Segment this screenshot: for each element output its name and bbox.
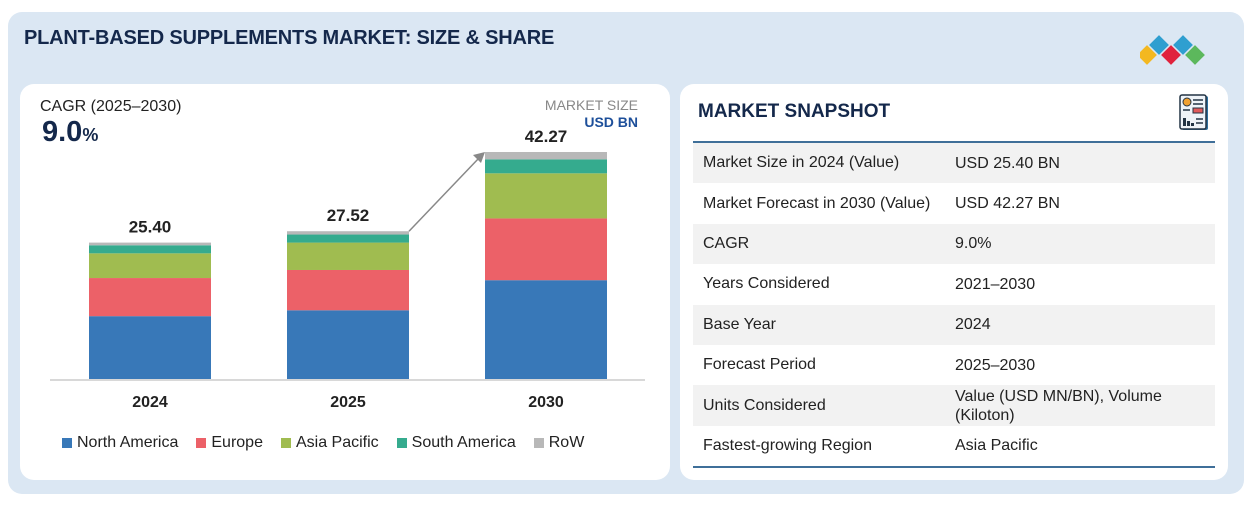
table-row: Forecast Period 2025–2030 bbox=[693, 345, 1215, 385]
row-label: Units Considered bbox=[703, 396, 826, 414]
snapshot-table: Market Size in 2024 (Value) USD 25.40 BN M… bbox=[693, 141, 1215, 469]
bar-segment-south-america-2024 bbox=[89, 245, 211, 254]
legend-item: North America bbox=[62, 434, 178, 452]
cagr-value: 9.0% bbox=[42, 116, 98, 149]
bar-segment-row-2025 bbox=[287, 231, 409, 235]
snapshot-card: MARKET SNAPSHOT Market Size in 2024 (Val… bbox=[680, 84, 1228, 480]
row-label: Base Year bbox=[703, 315, 776, 333]
row-label: Market Size in 2024 (Value) bbox=[703, 154, 900, 172]
table-row: CAGR 9.0% bbox=[693, 223, 1215, 265]
legend-item: South America bbox=[396, 434, 516, 452]
bar-segment-asia-pacific-2024 bbox=[89, 253, 211, 279]
table-row: Base Year 2024 bbox=[693, 304, 1215, 345]
growth-arrow bbox=[408, 157, 480, 232]
row-value: 2021–2030 bbox=[955, 275, 1036, 293]
bar-segment-north-america-2025 bbox=[287, 310, 409, 379]
legend-label: Europe bbox=[211, 434, 263, 451]
data-label: 27.52 bbox=[327, 206, 370, 225]
cagr-label: CAGR (2025–2030) bbox=[40, 98, 182, 115]
bar-segment-europe-2024 bbox=[89, 278, 211, 317]
data-label: 25.40 bbox=[129, 218, 172, 237]
bar-segment-north-america-2030 bbox=[485, 280, 607, 379]
legend-swatch bbox=[396, 438, 407, 448]
market-size-unit: USD BN bbox=[584, 114, 638, 130]
row-label: Years Considered bbox=[703, 275, 830, 293]
bar-segment-south-america-2030 bbox=[485, 159, 607, 174]
bar-segment-europe-2025 bbox=[287, 269, 409, 311]
row-label: CAGR bbox=[703, 234, 750, 252]
legend-swatch bbox=[62, 438, 72, 448]
legend-label: South America bbox=[411, 434, 516, 451]
data-label: 42.27 bbox=[525, 127, 568, 146]
market-size-label: MARKET SIZE bbox=[544, 97, 638, 113]
row-value: USD 42.27 BN bbox=[955, 195, 1060, 213]
cagr-number: 9.0 bbox=[42, 116, 83, 148]
bar-segment-asia-pacific-2030 bbox=[485, 173, 607, 219]
legend-item: Asia Pacific bbox=[280, 434, 379, 452]
report-icon bbox=[1179, 94, 1208, 130]
row-value: USD 25.40 BN bbox=[955, 154, 1060, 172]
row-label: Forecast Period bbox=[703, 356, 816, 374]
bar-segment-north-america-2024 bbox=[89, 316, 211, 379]
row-value: Asia Pacific bbox=[955, 437, 1038, 455]
table-row: Fastest-growing Region Asia Pacific bbox=[693, 426, 1215, 466]
legend-item: Europe bbox=[196, 434, 263, 452]
arrow-head-icon bbox=[473, 152, 485, 163]
bar-segment-south-america-2025 bbox=[287, 234, 409, 243]
legend-label: Asia Pacific bbox=[295, 434, 379, 451]
chart-card: CAGR (2025–2030) 9.0% MARKET SIZE USD BN… bbox=[20, 84, 670, 480]
x-tick-label: 2025 bbox=[330, 394, 366, 411]
legend-swatch bbox=[533, 438, 544, 448]
row-label: Fastest-growing Region bbox=[703, 436, 872, 454]
row-value: 2025–2030 bbox=[955, 356, 1036, 374]
table-row: Market Forecast in 2030 (Value) USD 42.27… bbox=[693, 183, 1215, 223]
bar-segment-europe-2030 bbox=[485, 218, 607, 281]
row-value: Value (USD MN/BN), Volume (Kiloton) bbox=[955, 387, 1162, 424]
snapshot-title: MARKET SNAPSHOT bbox=[698, 101, 891, 122]
cagr-unit: % bbox=[82, 125, 99, 145]
bar-segment-row-2030 bbox=[485, 152, 607, 160]
chart-legend: North America Europe Asia Pacific South Ame… bbox=[62, 434, 584, 452]
legend-swatch bbox=[280, 438, 291, 448]
table-row: Years Considered 2021–2030 bbox=[693, 264, 1215, 304]
stacked-bar-chart: 25.40 2024 27.52 2025 42.27 2030 bbox=[50, 127, 645, 411]
legend-item: RoW bbox=[533, 434, 585, 452]
table-row: Market Size in 2024 (Value) USD 25.40 BN bbox=[693, 143, 1215, 184]
legend-label: RoW bbox=[548, 434, 585, 451]
legend-swatch bbox=[196, 438, 207, 448]
x-tick-label: 2030 bbox=[528, 394, 564, 411]
row-label: Market Forecast in 2030 (Value) bbox=[703, 194, 931, 212]
row-value: 9.0% bbox=[955, 235, 992, 253]
row-value: 2024 bbox=[955, 316, 991, 334]
x-tick-label: 2024 bbox=[132, 394, 168, 411]
brand-logo-icon bbox=[1140, 35, 1205, 65]
page-title: PLANT-BASED SUPPLEMENTS MARKET: SIZE & S… bbox=[24, 27, 555, 49]
legend-label: North America bbox=[77, 434, 179, 451]
table-row: Units Considered Value (USD MN/BN), Volum… bbox=[693, 385, 1215, 426]
bar-segment-asia-pacific-2025 bbox=[287, 242, 409, 270]
bar-segment-row-2024 bbox=[89, 242, 211, 246]
